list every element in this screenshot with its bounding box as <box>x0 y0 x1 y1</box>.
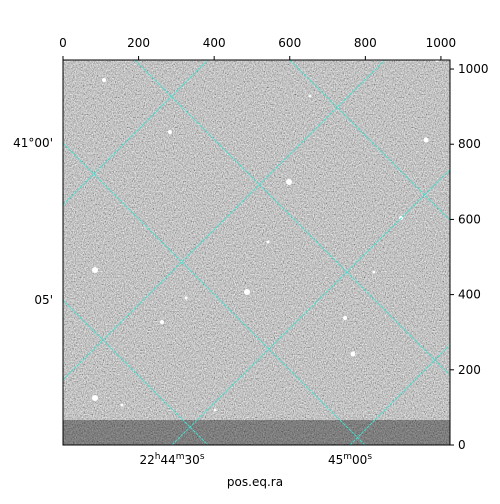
ra-tick-label: 45m00s <box>328 452 372 467</box>
ra-tick-label: 22h44m30s <box>139 452 204 467</box>
x-tick-label: 400 <box>203 36 226 50</box>
image <box>63 60 450 445</box>
dec-tick-label: 05' <box>34 293 53 307</box>
ra-tick-part: 22 <box>139 453 154 467</box>
x-tick-label: 200 <box>127 36 150 50</box>
x-tick-label: 600 <box>278 36 301 50</box>
y-tick-label: 1000 <box>458 62 489 76</box>
y-tick-label: 400 <box>458 288 481 302</box>
y-tick-label: 600 <box>458 212 481 226</box>
coordinate-grid <box>63 60 450 445</box>
ra-tick-part: 00 <box>352 453 367 467</box>
ra-tick-part: 30 <box>185 453 200 467</box>
y-tick-label: 200 <box>458 363 481 377</box>
ra-tick-part: 45 <box>328 453 343 467</box>
y-tick-label: 800 <box>458 137 481 151</box>
ra-tick-part: h <box>155 452 161 462</box>
x-tick-label: 1000 <box>426 36 457 50</box>
y-tick-label: 0 <box>458 438 466 452</box>
ra-tick-part: s <box>367 452 372 462</box>
ra-tick-part: m <box>343 452 352 462</box>
ra-tick-part: m <box>176 452 185 462</box>
x-tick-label: 800 <box>354 36 377 50</box>
frame <box>62 59 451 446</box>
x-tick-label: 0 <box>59 36 67 50</box>
dec-tick-label: 41°00' <box>13 136 53 150</box>
ra-tick-part: s <box>200 452 205 462</box>
x-axis-label: pos.eq.ra <box>227 475 283 489</box>
ra-tick-part: 44 <box>160 453 175 467</box>
